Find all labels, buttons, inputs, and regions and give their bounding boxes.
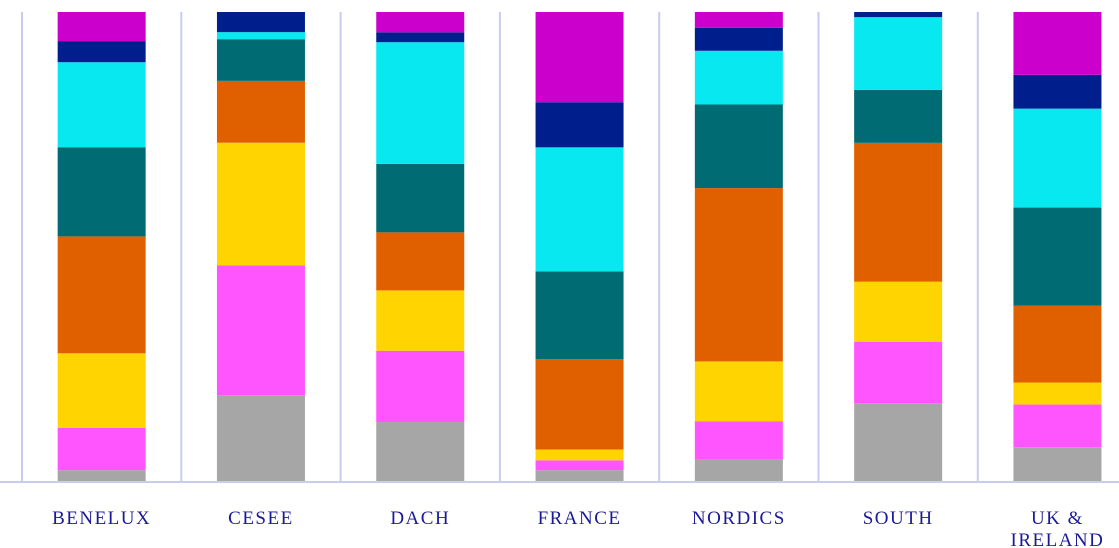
x-tick-label-line: DACH (390, 508, 450, 529)
bar-segment (216, 142, 305, 266)
bar-segment (694, 188, 783, 362)
bar-segment (854, 403, 943, 481)
bar-segment (535, 147, 624, 272)
bar-segment (216, 12, 305, 33)
bar-segment (376, 12, 465, 33)
bar-segment (57, 427, 146, 471)
bar-segment (376, 350, 465, 423)
bar-stack-france (535, 12, 624, 481)
bar-segment (376, 422, 465, 481)
gridlines (21, 12, 979, 481)
bar-stack-dach (376, 12, 465, 481)
bar-segment (376, 163, 465, 233)
bar-segment (1013, 74, 1102, 109)
bar-segment (216, 32, 305, 40)
bar-segment (57, 62, 146, 148)
bar-segment (1013, 447, 1102, 481)
bar-segment (854, 17, 943, 90)
bar-segment (535, 359, 624, 450)
bar-segment (854, 89, 943, 143)
x-tick-label-line: FRANCE (538, 508, 622, 529)
x-tick-labels: BENELUX CESEE DACH FRANCE NORDICS SOUTH UK & IR… (52, 508, 1105, 548)
bar-segment (376, 232, 465, 291)
bar-stack-cesee (216, 12, 305, 481)
x-tick-label-line: BENELUX (52, 508, 151, 529)
x-tick-label: CESEE (228, 508, 294, 529)
bar-segment (376, 32, 465, 43)
bar-stack-south (854, 12, 943, 481)
x-tick-label: UK & IRELAND (1011, 508, 1105, 548)
bar-segment (1013, 382, 1102, 405)
bar-segment (57, 236, 146, 354)
x-tick-label: FRANCE (538, 508, 622, 529)
bar-segment (854, 281, 943, 342)
bar-segment (535, 449, 624, 461)
x-tick-label-line: CESEE (228, 508, 294, 529)
bar-stack-uk-ireland (1013, 12, 1102, 481)
bar-segment (694, 27, 783, 51)
bar-segment (535, 102, 624, 148)
bar-segment (216, 395, 305, 481)
bar-segment (1013, 207, 1102, 306)
bar-segment (854, 341, 943, 404)
bar-segment (216, 80, 305, 143)
bar-segment (216, 39, 305, 81)
bar-segment (57, 470, 146, 481)
x-tick-label: DACH (390, 508, 450, 529)
bar-stack-nordics (694, 12, 783, 481)
bar-segment (216, 265, 305, 396)
bar-segment (376, 42, 465, 164)
bar-segment (57, 147, 146, 237)
bar-segment (1013, 404, 1102, 448)
bar-segment (854, 12, 943, 18)
bar-segment (535, 271, 624, 360)
bar-segment (694, 12, 783, 28)
bar-segment (376, 290, 465, 351)
x-tick-label: SOUTH (863, 508, 934, 529)
bar-segment (854, 142, 943, 282)
bar-segment (535, 12, 624, 103)
x-tick-label: NORDICS (692, 508, 786, 529)
bar-segment (694, 361, 783, 422)
bar-segment (1013, 305, 1102, 383)
bar-segment (57, 353, 146, 428)
x-tick-label-line: IRELAND (1011, 530, 1105, 548)
bar-segment (694, 104, 783, 189)
x-tick-label-line: NORDICS (692, 508, 786, 529)
bar-segment (57, 12, 146, 42)
bar-segment (535, 470, 624, 481)
bar-segment (694, 459, 783, 481)
bar-segment (57, 41, 146, 63)
x-tick-label-line: SOUTH (863, 508, 934, 529)
x-tick-label-line: UK & (1031, 508, 1084, 529)
bar-segment (1013, 12, 1102, 75)
bar-segment (535, 460, 624, 471)
bar-segment (1013, 108, 1102, 208)
bars (57, 12, 1102, 481)
x-tick-label: BENELUX (52, 508, 151, 529)
bar-stack-benelux (57, 12, 146, 481)
bar-segment (694, 50, 783, 105)
bar-segment (694, 421, 783, 460)
